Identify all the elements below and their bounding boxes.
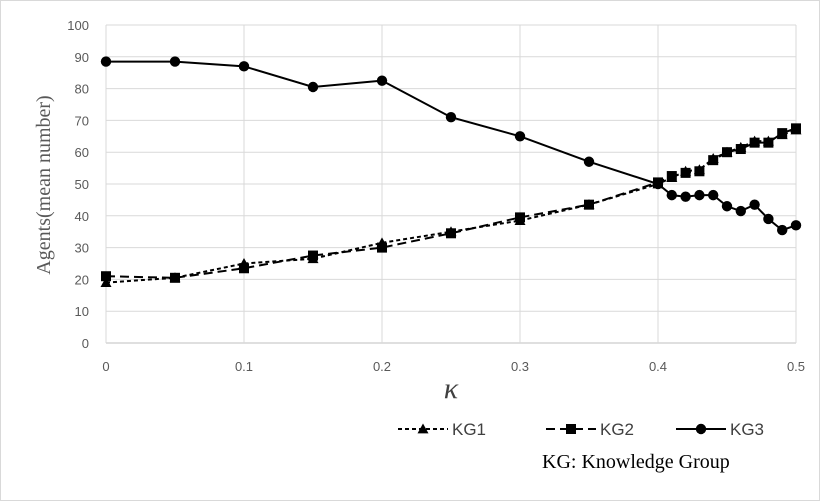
- point-kg3: [666, 189, 677, 201]
- y-tick-label: 60: [75, 145, 89, 160]
- point-kg2: [749, 137, 760, 148]
- point-kg3: [680, 191, 691, 202]
- series-kg1: [100, 124, 802, 287]
- point-kg1: [100, 277, 112, 287]
- point-kg2: [763, 137, 774, 148]
- point-kg2: [101, 271, 111, 282]
- point-kg2: [680, 167, 691, 178]
- point-kg3: [652, 178, 664, 190]
- y-tick-label: 40: [75, 209, 89, 224]
- point-kg3: [790, 220, 802, 231]
- point-kg3: [777, 224, 788, 236]
- point-kg2: [722, 147, 732, 158]
- x-tick-label: 0.4: [649, 359, 667, 374]
- point-kg3: [100, 56, 112, 67]
- point-kg3: [169, 56, 181, 67]
- y-tick-label: 10: [75, 304, 89, 319]
- point-kg2: [694, 166, 705, 177]
- point-kg3: [735, 205, 746, 217]
- point-kg3: [749, 199, 760, 210]
- point-kg2: [791, 123, 801, 134]
- x-tick-label: 0.1: [235, 359, 253, 374]
- y-tick-label: 100: [67, 18, 89, 33]
- x-tick-label: 0.2: [373, 359, 391, 374]
- point-kg3: [514, 131, 526, 142]
- point-kg2: [708, 155, 719, 166]
- legend-label-kg1: KG1: [452, 420, 486, 439]
- point-kg2: [446, 228, 456, 239]
- y-tick-label: 90: [75, 50, 89, 65]
- legend-note: KG: Knowledge Group: [542, 451, 730, 473]
- point-kg3: [708, 189, 719, 201]
- y-axis-label: Agents(mean number): [33, 95, 55, 274]
- legend-marker-kg2: [566, 424, 576, 434]
- point-kg3: [763, 213, 774, 225]
- point-kg3: [238, 61, 250, 72]
- point-kg3: [721, 201, 733, 212]
- point-kg3: [694, 189, 705, 201]
- y-tick-label: 80: [75, 82, 89, 97]
- point-kg2: [377, 242, 387, 253]
- legend-label-kg3: KG3: [730, 420, 764, 439]
- x-axis-label: κ: [444, 372, 459, 405]
- point-kg2: [170, 272, 180, 283]
- point-kg3: [376, 75, 388, 86]
- legend-label-kg2: KG2: [600, 420, 634, 439]
- gridlines: [105, 24, 797, 344]
- y-tick-label: 70: [75, 113, 89, 128]
- series-lines: [100, 56, 802, 287]
- point-kg3: [307, 81, 319, 93]
- x-tick-label: 0: [102, 359, 109, 374]
- legend-marker-kg3: [695, 423, 707, 435]
- x-tick-label: 0.5: [787, 359, 805, 374]
- point-kg2: [777, 128, 788, 139]
- line-kg2: [105, 127, 797, 279]
- point-kg2: [584, 199, 594, 210]
- x-tick-label: 0.3: [511, 359, 529, 374]
- point-kg3: [583, 156, 595, 167]
- y-tick-label: 0: [82, 336, 89, 351]
- x-tick-labels: 0 0.1 0.2 0.3 0.4 0.5: [102, 359, 805, 374]
- point-kg2: [308, 250, 318, 261]
- y-tick-label: 50: [75, 177, 89, 192]
- legend-marker-kg1: [417, 423, 429, 434]
- point-kg3: [445, 112, 457, 123]
- point-kg2: [735, 144, 746, 155]
- line-kg1: [105, 128, 797, 284]
- legend: KG1 KG2 KG3: [398, 420, 764, 439]
- line-kg3: [106, 60, 797, 232]
- point-kg2: [515, 212, 525, 223]
- point-kg2: [239, 263, 249, 274]
- y-tick-label: 20: [75, 272, 89, 287]
- series-kg3: [100, 56, 802, 236]
- y-tick-labels: 0 10 20 30 40 50 60 70 80 90 100: [67, 18, 89, 351]
- point-kg2: [666, 171, 677, 182]
- series-kg2: [101, 123, 801, 283]
- y-tick-label: 30: [75, 241, 89, 256]
